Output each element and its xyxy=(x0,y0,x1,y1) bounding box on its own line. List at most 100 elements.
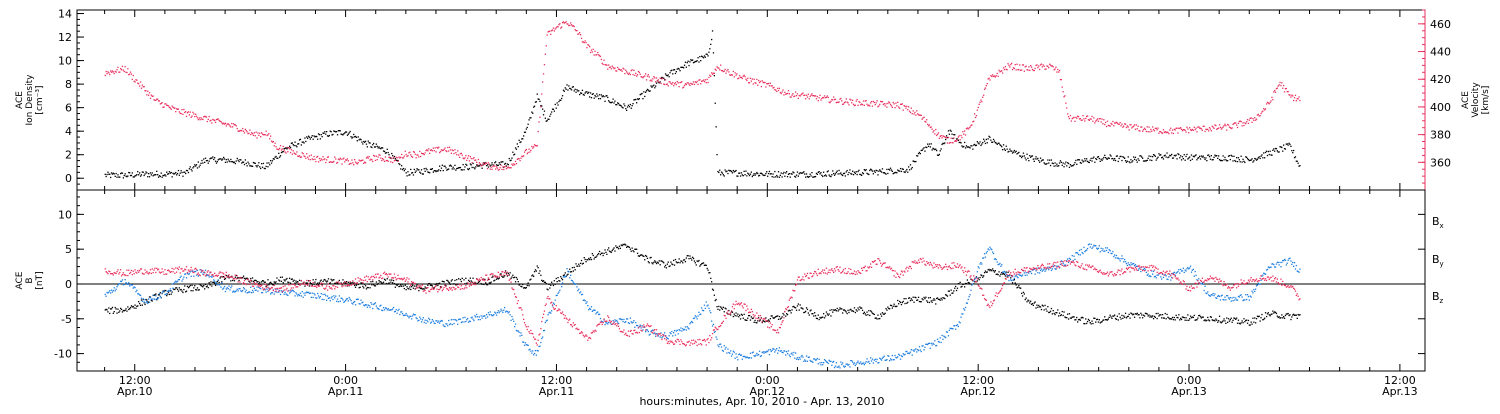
data-point xyxy=(1014,68,1015,69)
data-point xyxy=(540,275,541,276)
data-point xyxy=(1031,67,1032,68)
data-point xyxy=(590,257,591,258)
data-point xyxy=(791,174,792,175)
data-point xyxy=(1182,156,1183,157)
data-point xyxy=(192,112,193,113)
data-point xyxy=(380,158,381,159)
data-point xyxy=(1286,88,1287,89)
data-point xyxy=(545,54,546,55)
data-point xyxy=(1215,318,1216,319)
data-point xyxy=(1185,317,1186,318)
data-point xyxy=(462,321,463,322)
data-point xyxy=(734,76,735,77)
data-point xyxy=(163,106,164,107)
data-point xyxy=(836,172,837,173)
data-point xyxy=(1110,155,1111,156)
data-point xyxy=(236,125,237,126)
data-point xyxy=(1104,316,1105,317)
data-point xyxy=(787,176,788,177)
data-point xyxy=(803,171,804,172)
data-point xyxy=(1082,160,1083,161)
data-point xyxy=(198,119,199,120)
data-point xyxy=(155,174,156,175)
data-point xyxy=(724,345,725,346)
data-point xyxy=(688,82,689,83)
data-point xyxy=(568,271,569,272)
data-point xyxy=(738,316,739,317)
data-point xyxy=(966,283,967,284)
data-point xyxy=(1062,165,1063,166)
data-point xyxy=(445,167,446,168)
data-point xyxy=(697,318,698,319)
data-point xyxy=(383,159,384,160)
data-point xyxy=(695,262,696,263)
data-point xyxy=(1175,319,1176,320)
data-point xyxy=(876,100,877,101)
data-point xyxy=(1260,317,1261,318)
data-point xyxy=(1099,319,1100,320)
data-point xyxy=(635,322,636,323)
data-point xyxy=(1069,118,1070,119)
data-point xyxy=(178,108,179,109)
data-point xyxy=(1260,320,1261,321)
data-point xyxy=(555,300,556,301)
data-point xyxy=(184,172,185,173)
data-point xyxy=(109,313,110,314)
data-point xyxy=(119,310,120,311)
data-point xyxy=(122,66,123,67)
data-point xyxy=(710,76,711,77)
data-point xyxy=(435,323,436,324)
data-point xyxy=(560,284,561,285)
data-point xyxy=(669,81,670,82)
data-point xyxy=(1148,155,1149,156)
data-point xyxy=(704,55,705,56)
data-point xyxy=(1066,317,1067,318)
data-point xyxy=(181,280,182,281)
data-point xyxy=(637,74,638,75)
data-point xyxy=(1048,162,1049,163)
data-point xyxy=(591,259,592,260)
data-point xyxy=(744,174,745,175)
data-point xyxy=(1279,316,1280,317)
data-point xyxy=(804,173,805,174)
data-point xyxy=(488,312,489,313)
data-point xyxy=(112,307,113,308)
data-point xyxy=(401,154,402,155)
data-point xyxy=(330,300,331,301)
data-point xyxy=(503,310,504,311)
data-point xyxy=(235,163,236,164)
data-point xyxy=(905,298,906,299)
data-point xyxy=(408,288,409,289)
data-point xyxy=(737,314,738,315)
data-point xyxy=(853,174,854,175)
data-point xyxy=(1062,311,1063,312)
data-point xyxy=(819,171,820,172)
data-point xyxy=(1291,150,1292,151)
data-point xyxy=(1200,316,1201,317)
data-point xyxy=(1204,126,1205,127)
data-point xyxy=(757,173,758,174)
data-point xyxy=(625,321,626,322)
data-point xyxy=(127,284,128,285)
data-point xyxy=(495,161,496,162)
data-point xyxy=(1004,69,1005,70)
data-point xyxy=(1247,323,1248,324)
data-point xyxy=(781,172,782,173)
data-point xyxy=(131,175,132,176)
data-point xyxy=(866,315,867,316)
data-point xyxy=(386,308,387,309)
data-point xyxy=(1272,311,1273,312)
data-point xyxy=(1006,146,1007,147)
data-point xyxy=(708,52,709,53)
data-point xyxy=(395,160,396,161)
data-point xyxy=(787,93,788,94)
data-point xyxy=(985,87,986,88)
data-point xyxy=(857,99,858,100)
data-point xyxy=(689,323,690,324)
data-point xyxy=(197,167,198,168)
data-point xyxy=(203,285,204,286)
data-point xyxy=(1113,160,1114,161)
data-point xyxy=(948,137,949,138)
data-point xyxy=(214,281,215,282)
data-point xyxy=(921,115,922,116)
